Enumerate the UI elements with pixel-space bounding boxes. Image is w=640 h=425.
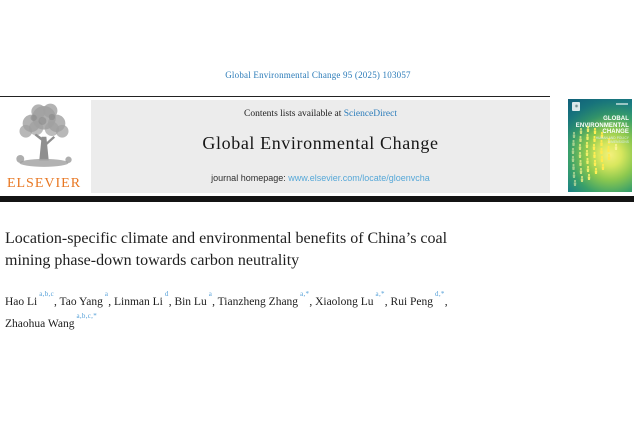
- author-affiliation-sup[interactable]: d: [164, 290, 169, 298]
- author-separator: ,: [108, 295, 114, 308]
- author-affiliation-sup[interactable]: d,*: [435, 290, 445, 298]
- article-title-line-1: Location-specific climate and environmen…: [5, 230, 448, 247]
- author-separator: ,: [168, 295, 175, 308]
- cover-subtitle: HUMAN AND POLICY DIMENSIONS: [595, 136, 629, 144]
- journal-header-box: Contents lists available at ScienceDirec…: [91, 100, 550, 193]
- author-affiliation-sup[interactable]: a,*: [300, 290, 310, 298]
- cover-title: GLOBAL ENVIRONMENTAL CHANGE HUMAN AND PO…: [576, 116, 629, 145]
- author: Rui Pengd,*,: [390, 290, 448, 308]
- header-divider-bar: [0, 196, 634, 202]
- author-name: Tao Yang: [59, 295, 103, 308]
- author: Bin Lua,: [174, 290, 218, 308]
- author-affiliation-sup[interactable]: a: [104, 290, 109, 298]
- author-line-1: Hao Lia,b,c, Tao Yanga, Linman Lid, Bin …: [5, 289, 605, 311]
- article-title: Location-specific climate and environmen…: [5, 228, 565, 271]
- journal-cover-thumbnail: GLOBAL ENVIRONMENTAL CHANGE HUMAN AND PO…: [568, 99, 632, 192]
- author: Hao Lia,b,c,: [5, 290, 60, 308]
- author-affiliation-sup[interactable]: a: [208, 290, 213, 298]
- author-affiliation-sup[interactable]: a,b,c,*: [76, 312, 98, 321]
- homepage-prefix: journal homepage:: [211, 173, 289, 183]
- author: Zhaohua Wanga,b,c,*: [5, 312, 97, 331]
- author-affiliation-sup[interactable]: a,b,c: [39, 290, 54, 298]
- cover-volume-mark: [616, 103, 628, 105]
- author: Linman Lid,: [114, 290, 175, 308]
- author-line-2: Zhaohua Wanga,b,c,*: [5, 311, 605, 333]
- author-separator: ,: [384, 295, 391, 308]
- cover-title-line: CHANGE: [602, 129, 629, 135]
- author-separator: ,: [53, 295, 60, 308]
- author-name: Linman Li: [114, 295, 163, 308]
- cover-title-line: ENVIRONMENTAL: [575, 122, 629, 129]
- article-title-line-2: mining phase-down towards carbon neutral…: [5, 251, 300, 269]
- cover-elsevier-mark-icon: [572, 102, 580, 111]
- cover-people-pattern-icon: [571, 125, 618, 186]
- author-separator: ,: [212, 295, 218, 308]
- author: Xiaolong Lua,*,: [315, 290, 391, 308]
- elsevier-tree-icon: [16, 103, 72, 167]
- journal-citation-link[interactable]: Global Environmental Change 95 (2025) 10…: [225, 70, 411, 80]
- author-separator: ,: [444, 295, 448, 308]
- author-name: Hao Li: [5, 295, 38, 308]
- homepage-link[interactable]: www.elsevier.com/locate/gloenvcha: [288, 173, 430, 183]
- contents-prefix: Contents lists available at: [243, 109, 344, 119]
- author-name: Zhaohua Wang: [5, 318, 75, 331]
- contents-line: Contents lists available at ScienceDirec…: [91, 109, 550, 119]
- author-separator: ,: [309, 295, 316, 308]
- journal-title: Global Environmental Change: [202, 133, 439, 153]
- elsevier-logo: ELSEVIER: [2, 102, 86, 194]
- author: Tianzheng Zhanga,*,: [217, 290, 316, 308]
- sciencedirect-link[interactable]: ScienceDirect: [343, 109, 397, 119]
- author-list: Hao Lia,b,c, Tao Yanga, Linman Lid, Bin …: [5, 289, 605, 334]
- homepage-line: journal homepage: www.elsevier.com/locat…: [91, 173, 550, 183]
- header-top-rule: [0, 96, 550, 97]
- author-name: Rui Peng: [390, 295, 434, 308]
- author-name: Tianzheng Zhang: [217, 295, 299, 308]
- author-name: Xiaolong Lu: [315, 295, 374, 308]
- cover-title-line: GLOBAL: [603, 116, 629, 122]
- elsevier-wordmark: ELSEVIER: [6, 176, 82, 191]
- author-name: Bin Lu: [174, 295, 207, 308]
- author-affiliation-sup[interactable]: a,*: [375, 290, 385, 298]
- author: Tao Yanga,: [59, 290, 114, 308]
